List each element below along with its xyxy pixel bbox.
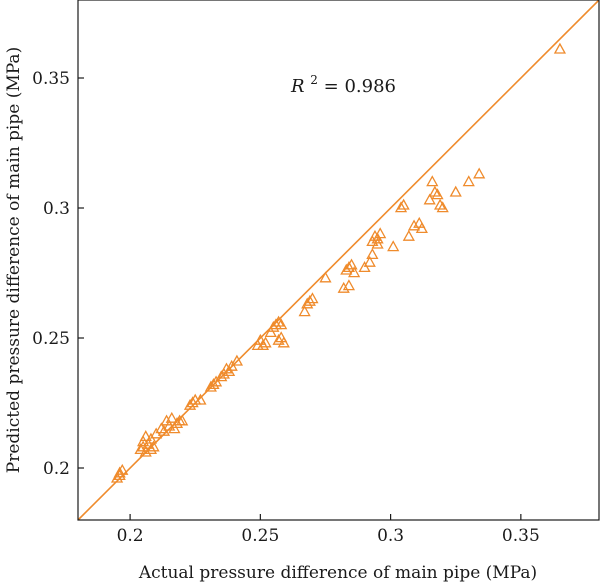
r-squared-symbol: R (290, 76, 305, 97)
reference-line (77, 0, 600, 521)
data-point (139, 445, 152, 457)
data-point (137, 435, 150, 447)
x-tick-label: 0.35 (502, 526, 540, 546)
y-tick-label: 0.2 (43, 459, 70, 479)
data-point (374, 227, 387, 239)
data-point (433, 198, 447, 210)
data-point (423, 193, 436, 205)
data-point (431, 188, 444, 200)
data-point (366, 235, 379, 247)
data-point (220, 362, 233, 374)
data-point (116, 463, 129, 475)
data-point (209, 375, 223, 387)
data-point (340, 263, 353, 275)
data-point (207, 378, 220, 390)
x-tick-label: 0.3 (377, 526, 404, 546)
data-point (225, 359, 238, 371)
data-point (267, 320, 280, 332)
data-point (277, 336, 290, 348)
data-point (303, 294, 316, 306)
x-axis-title: Actual pressure difference of main pipe … (138, 563, 537, 583)
data-point (407, 219, 421, 231)
data-point (371, 237, 384, 249)
data-point (163, 419, 176, 431)
data-point (259, 336, 272, 348)
data-point (298, 305, 311, 317)
data-point (139, 430, 152, 442)
data-point (144, 432, 158, 444)
r-squared-superscript: 2 (310, 73, 318, 87)
data-point (215, 370, 228, 382)
data-point (319, 271, 332, 283)
data-point (183, 398, 197, 410)
data-point (426, 175, 439, 187)
data-point (436, 201, 449, 213)
y-tick-label: 0.35 (32, 69, 70, 89)
data-point (110, 471, 124, 483)
y-axis-ticks: 0.2 0.25 0.3 0.35 (32, 69, 84, 479)
plot-frame (77, 0, 600, 521)
data-point (342, 279, 356, 291)
r-squared-value: = 0.986 (324, 76, 396, 97)
x-tick-label: 0.2 (117, 526, 144, 546)
data-point (155, 422, 168, 434)
data-point (230, 354, 244, 366)
x-tick-label: 0.25 (241, 526, 279, 546)
data-point (176, 414, 189, 426)
data-point (428, 185, 441, 197)
data-point (342, 261, 356, 273)
data-point (394, 201, 408, 213)
data-point (147, 440, 160, 452)
data-point (217, 367, 230, 379)
data-point (397, 198, 410, 210)
data-point (348, 266, 361, 278)
data-point (345, 258, 358, 270)
data-point (186, 396, 199, 408)
reference-line-layer (77, 0, 600, 521)
data-point (204, 380, 217, 392)
r-squared-annotation: R 2 = 0.986 (290, 68, 396, 97)
data-point (306, 292, 319, 304)
data-point (272, 315, 285, 327)
y-axis-title: Predicted pressure difference of main pi… (4, 47, 24, 473)
data-point (134, 443, 147, 455)
x-axis-ticks: 0.2 0.25 0.3 0.35 (117, 514, 540, 546)
y-tick-label: 0.3 (43, 199, 70, 219)
data-point (194, 393, 207, 405)
data-point (113, 466, 126, 478)
data-point (363, 255, 376, 267)
data-point (473, 167, 486, 179)
y-tick-label: 0.25 (32, 329, 70, 349)
data-point (157, 424, 171, 436)
data-point (358, 261, 371, 273)
data-point (415, 222, 428, 234)
data-point (165, 411, 178, 423)
data-point (144, 443, 158, 455)
data-point (449, 185, 462, 197)
data-point (371, 232, 384, 244)
data-point (150, 427, 163, 439)
data-point (264, 326, 277, 338)
data-point (366, 248, 379, 260)
data-point (387, 240, 400, 252)
data-point (272, 333, 285, 345)
data-point (402, 229, 415, 241)
data-point (337, 281, 350, 293)
data-point (170, 417, 184, 429)
data-points (110, 42, 567, 483)
data-point (113, 469, 126, 481)
data-point (368, 229, 382, 241)
data-point (256, 339, 270, 351)
data-point (462, 175, 475, 187)
data-point (553, 42, 567, 54)
data-point (301, 297, 314, 309)
data-point (222, 365, 236, 377)
data-point (168, 422, 181, 434)
data-point (275, 318, 288, 330)
